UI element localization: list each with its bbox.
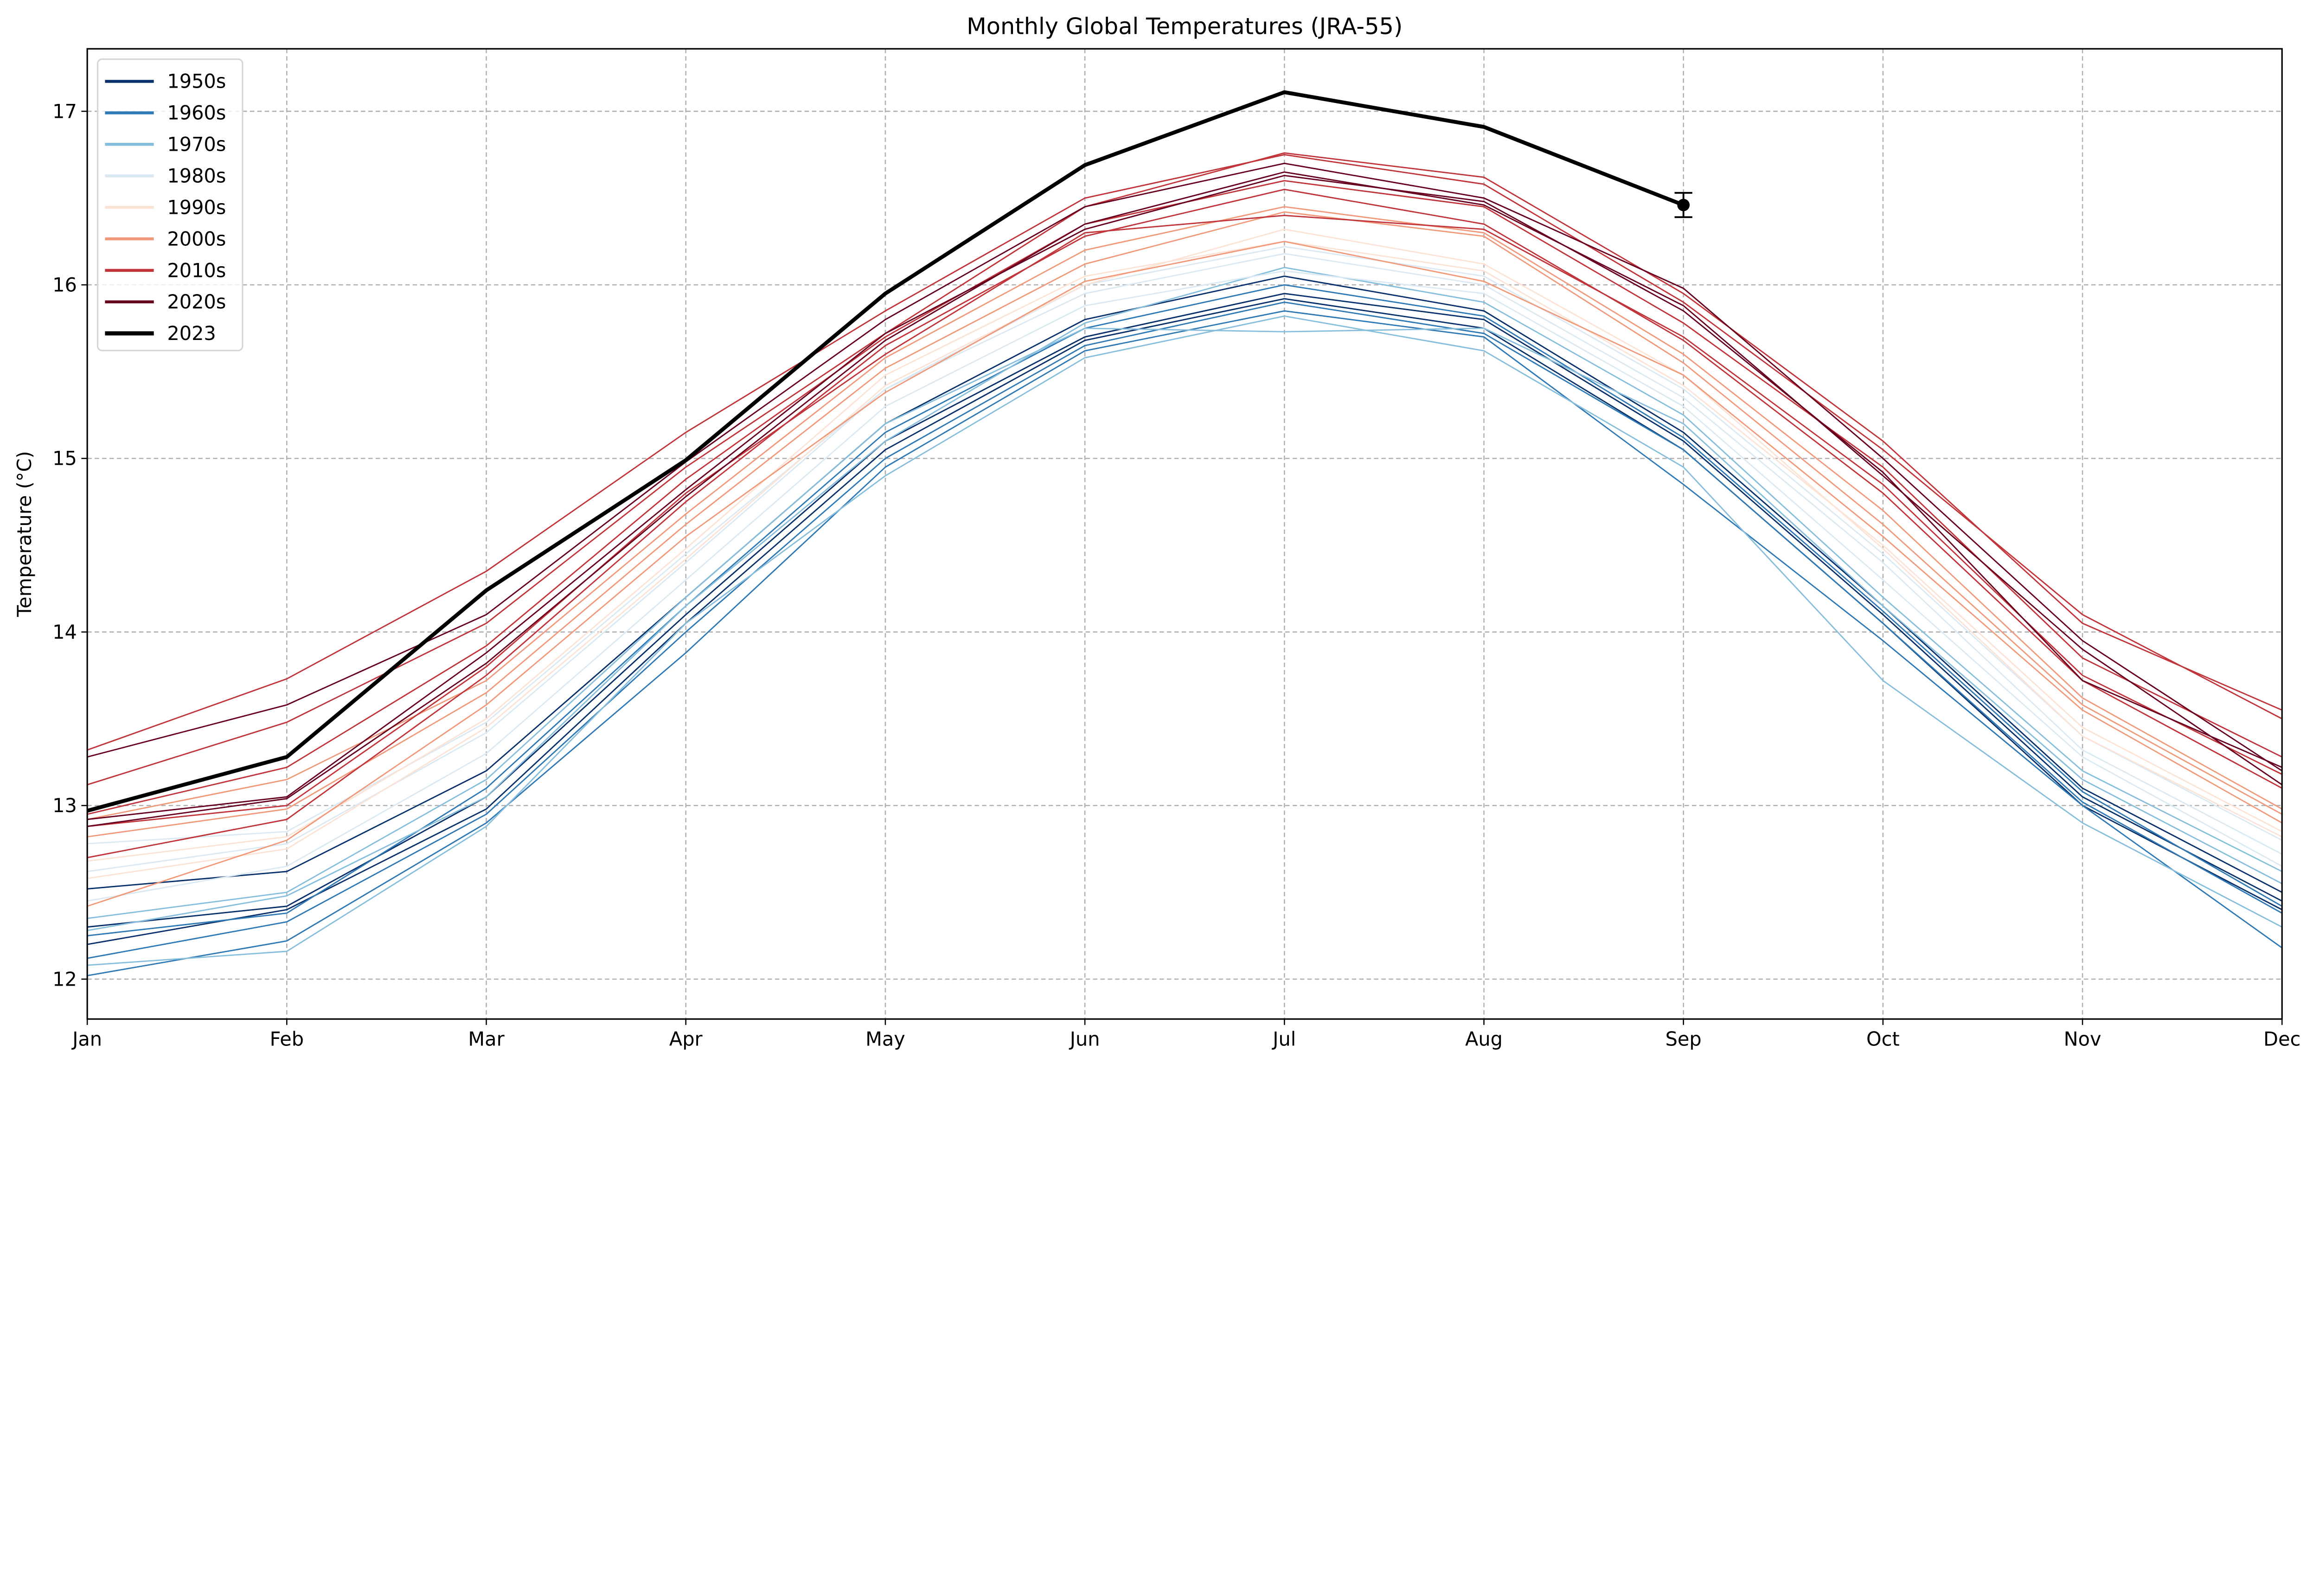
series-line-1990s — [87, 241, 2282, 862]
highlight-2023 — [87, 90, 1692, 813]
axis-ticks: Jan Feb Mar Apr May Jun Jul Aug Sep Oct Nov Dec 12 13… — [52, 100, 2300, 1050]
series-line-2000s — [87, 211, 2282, 838]
x-tick-label: Jun — [1069, 1028, 1100, 1050]
x-tick-label: Mar — [468, 1028, 505, 1050]
legend-label-1950s: 1950s — [167, 71, 226, 93]
legend-box — [96, 58, 243, 352]
error-bar-point — [1677, 199, 1690, 212]
y-tick-label: 13 — [52, 795, 77, 817]
series-line-2020s — [87, 171, 2283, 827]
series-line-2010s — [87, 188, 2282, 859]
legend-label-2010s: 2010s — [167, 259, 226, 282]
series-line-2020s — [87, 162, 2283, 772]
series-line-1950s — [87, 293, 2282, 928]
series-line-1950s — [87, 275, 2282, 893]
series-line-2000s — [87, 206, 2282, 820]
plot-frame — [86, 48, 2283, 1020]
x-tick-label: Jul — [1271, 1028, 1296, 1050]
y-tick-label: 17 — [52, 100, 77, 122]
x-tick-label: Oct — [1866, 1028, 1900, 1050]
series-line-1960s — [87, 310, 2283, 976]
series-line-1980s — [87, 253, 2282, 872]
x-tick-label: Aug — [1465, 1028, 1503, 1050]
series-line-1980s — [87, 270, 2282, 902]
legend-label-2000s: 2000s — [167, 228, 226, 250]
series-line-2023 — [87, 90, 1685, 813]
series-line-1990s — [87, 228, 2282, 879]
series-line-2010s — [87, 154, 2282, 751]
series-line-1980s — [87, 246, 2282, 845]
y-tick-label: 12 — [52, 968, 77, 990]
series-line-1960s — [87, 301, 2282, 959]
series-line-1960s — [87, 284, 2282, 936]
x-tick-label: Dec — [2263, 1028, 2300, 1050]
legend-label-1970s: 1970s — [167, 134, 226, 156]
series-line-1970s — [87, 267, 2282, 931]
x-tick-label: Sep — [1666, 1028, 1702, 1050]
legend-label-1990s: 1990s — [167, 196, 226, 218]
x-tick-label: Jan — [71, 1028, 102, 1050]
y-axis-label: Temperature (°C) — [13, 451, 36, 617]
series-line-2010s — [87, 152, 2282, 786]
gridlines — [86, 49, 2283, 1019]
x-tick-label: Nov — [2064, 1028, 2101, 1050]
series-line-2010s — [87, 215, 2282, 827]
series-line-1970s — [87, 327, 2282, 919]
legend: 1950s 1960s 1970s 1980s 1990s 2000s 2010s 2020s… — [96, 58, 243, 352]
x-tick-label: Apr — [669, 1028, 703, 1050]
y-tick-label: 15 — [52, 448, 77, 470]
series-line-1970s — [87, 315, 2282, 966]
series-line-1950s — [87, 298, 2282, 945]
temperature-chart: Monthly Global Temperatures (JRA-55) Tem… — [13, 13, 2300, 1050]
decade-lines — [87, 152, 2283, 976]
x-tick-label: Feb — [270, 1028, 304, 1050]
series-line-2000s — [87, 241, 2282, 907]
y-tick-label: 14 — [52, 621, 77, 643]
series-line-2010s — [87, 180, 2282, 815]
legend-label-1960s: 1960s — [167, 102, 226, 124]
legend-label-2023: 2023 — [167, 322, 216, 345]
y-tick-label: 16 — [52, 274, 77, 296]
x-tick-label: May — [865, 1028, 905, 1050]
legend-label-2020s: 2020s — [167, 291, 226, 313]
legend-label-1980s: 1980s — [167, 165, 226, 187]
series-line-2020s — [87, 174, 2282, 820]
chart-title: Monthly Global Temperatures (JRA-55) — [967, 13, 1403, 39]
